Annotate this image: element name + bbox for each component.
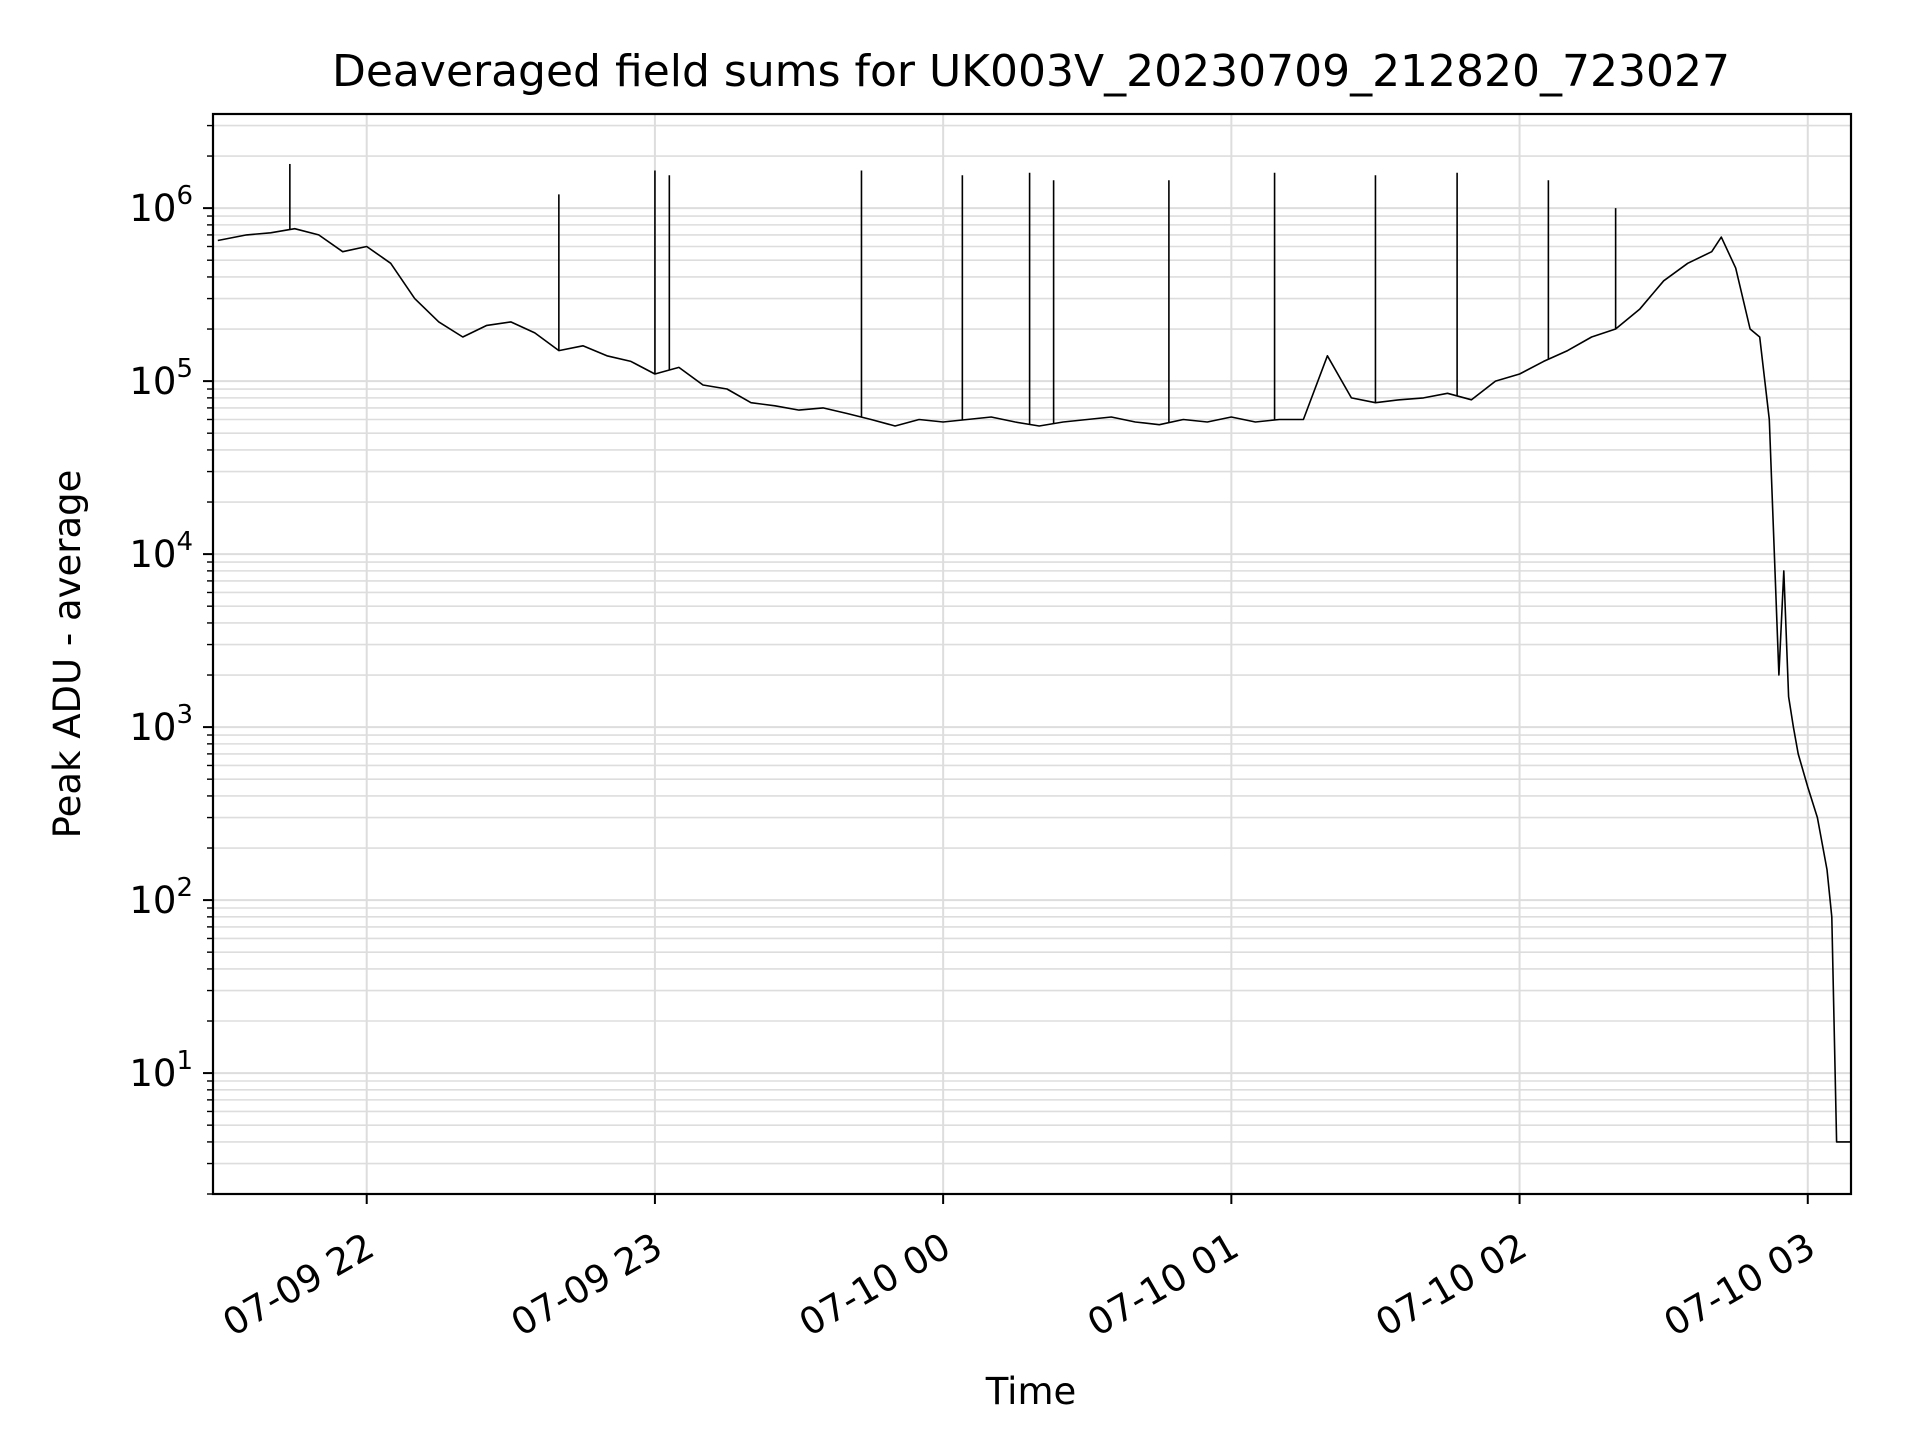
data-line: [217, 227, 1851, 1143]
y-tick-label: 104: [129, 527, 193, 576]
y-axis-label: Peak ADU - average: [46, 470, 89, 839]
y-tick-label: 102: [129, 873, 193, 922]
chart-title: Deaveraged field sums for UK003V_2023070…: [332, 46, 1730, 97]
plot-area: [217, 163, 1851, 1143]
axes-frame: [211, 112, 1853, 1196]
y-tick-label: 106: [129, 181, 193, 230]
y-tick-label: 105: [129, 354, 193, 403]
y-tick-label: 103: [129, 700, 193, 749]
x-axis-label: Time: [985, 1370, 1077, 1413]
y-tick-label: 101: [129, 1046, 193, 1095]
